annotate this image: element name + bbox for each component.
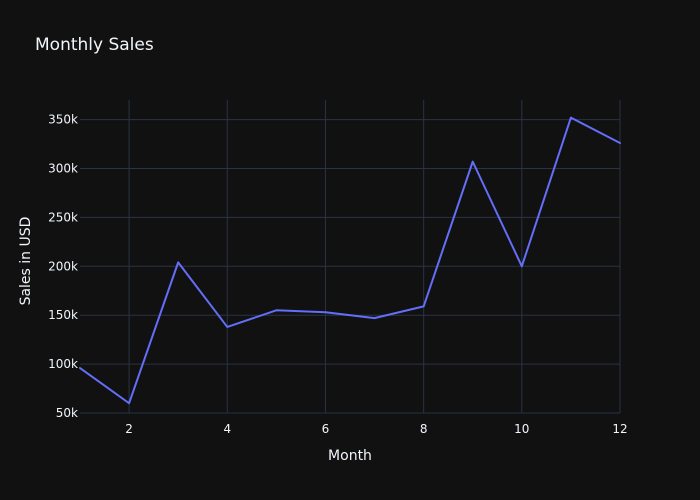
y-tick-label: 300k bbox=[48, 161, 78, 175]
y-axis-title: Sales in USD bbox=[18, 217, 34, 306]
data-point bbox=[175, 259, 181, 265]
y-tick-label: 250k bbox=[48, 210, 78, 224]
x-tick-label: 8 bbox=[420, 422, 428, 436]
x-tick-label: 12 bbox=[612, 422, 627, 436]
x-axis-ticks: 2 4 6 8 10 12 bbox=[125, 422, 627, 436]
x-axis-title: Month bbox=[328, 448, 372, 464]
grid-layer bbox=[80, 100, 620, 413]
y-tick-label: 50k bbox=[56, 406, 78, 420]
y-tick-label: 150k bbox=[48, 308, 78, 322]
series-layer bbox=[77, 115, 623, 407]
y-axis-ticks: 50k 100k 150k 200k 250k 300k 350k bbox=[48, 113, 78, 420]
y-tick-label: 350k bbox=[48, 113, 78, 127]
data-point bbox=[617, 140, 623, 146]
chart-title: Monthly Sales bbox=[35, 35, 154, 55]
data-point bbox=[322, 309, 328, 315]
x-tick-label: 10 bbox=[514, 422, 529, 436]
x-tick-label: 4 bbox=[223, 422, 231, 436]
data-point bbox=[126, 400, 132, 406]
data-point bbox=[470, 159, 476, 165]
data-point bbox=[372, 315, 378, 321]
series-line bbox=[80, 118, 620, 404]
data-point bbox=[421, 303, 427, 309]
x-tick-label: 2 bbox=[125, 422, 133, 436]
x-tick-label: 6 bbox=[322, 422, 330, 436]
data-point bbox=[568, 115, 574, 121]
data-point bbox=[519, 263, 525, 269]
y-tick-label: 100k bbox=[48, 357, 78, 371]
y-tick-label: 200k bbox=[48, 259, 78, 273]
data-point bbox=[273, 307, 279, 313]
data-point bbox=[224, 324, 230, 330]
